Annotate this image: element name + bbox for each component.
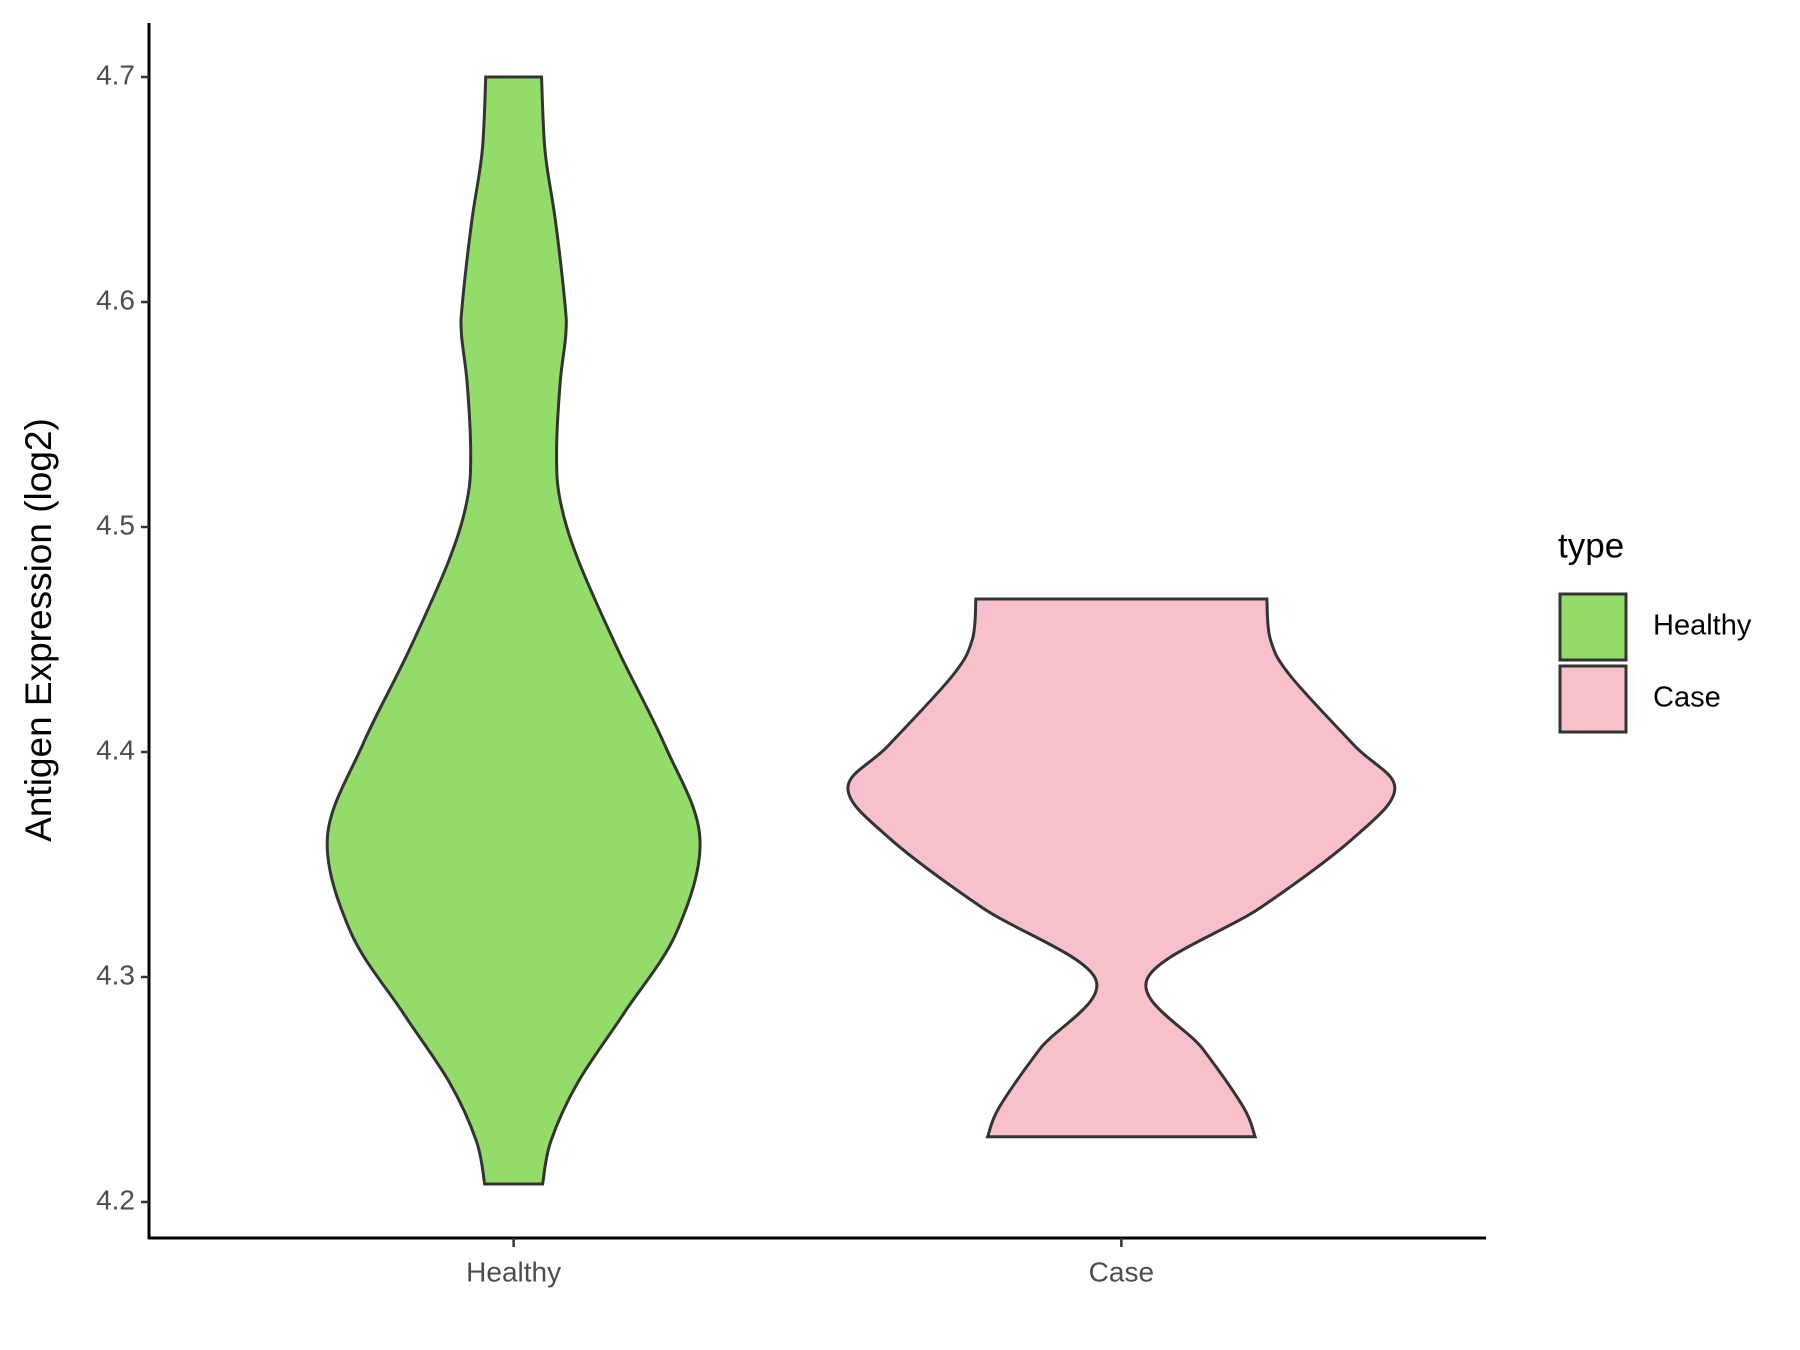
- y-tick-label: 4.4: [96, 734, 135, 765]
- violin: [325, 75, 702, 1186]
- legend-key: [1558, 592, 1628, 662]
- y-tick-label: 4.2: [96, 1184, 135, 1215]
- y-tick-label: 4.5: [96, 509, 135, 540]
- violin: [846, 597, 1397, 1139]
- y-tick-label: 4.6: [96, 284, 135, 315]
- y-axis-title: Antigen Expression (log2): [18, 418, 59, 842]
- y-tick-label: 4.7: [96, 59, 135, 90]
- legend-label: Case: [1653, 682, 1721, 714]
- legend-key: [1558, 664, 1628, 734]
- legend-title: type: [1558, 526, 1624, 565]
- legend-label: Healthy: [1653, 610, 1752, 642]
- x-tick-label: Case: [1089, 1256, 1154, 1287]
- x-tick-label: Healthy: [466, 1256, 561, 1287]
- y-tick-label: 4.3: [96, 959, 135, 990]
